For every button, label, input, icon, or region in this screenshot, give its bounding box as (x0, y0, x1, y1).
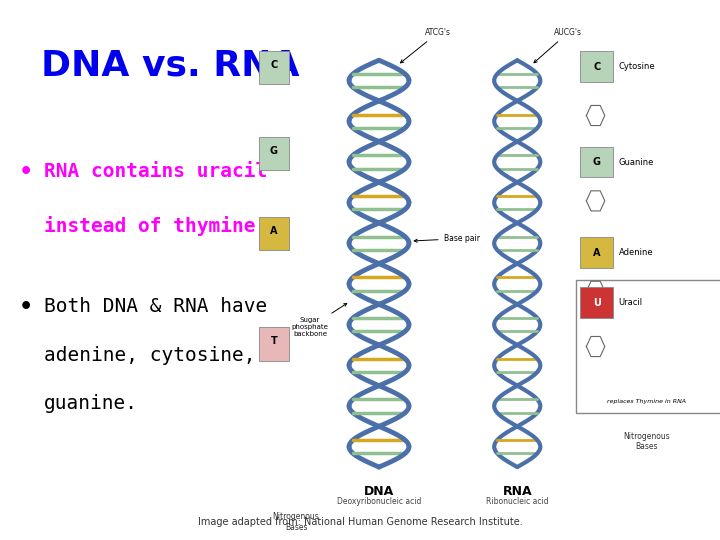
Text: Sugar
phosphate
backbone: Sugar phosphate backbone (292, 303, 347, 338)
FancyBboxPatch shape (580, 287, 613, 318)
Text: instead of thymine.: instead of thymine. (44, 216, 267, 236)
Text: G: G (593, 157, 600, 167)
Text: Adenine: Adenine (618, 248, 653, 257)
Text: A: A (593, 248, 600, 258)
Text: replaces Thymine in RNA: replaces Thymine in RNA (607, 399, 685, 404)
Text: Deoxyribonucleic acid: Deoxyribonucleic acid (337, 497, 421, 506)
Text: AUCG's: AUCG's (534, 28, 582, 63)
Text: Image adapted from: National Human Genome Research Institute.: Image adapted from: National Human Genom… (197, 517, 523, 527)
Text: DNA vs. RNA: DNA vs. RNA (41, 49, 300, 83)
Text: Nitrogenous
Bases: Nitrogenous Bases (623, 432, 670, 451)
Text: Cytosine: Cytosine (618, 62, 655, 71)
Text: A: A (270, 226, 278, 236)
FancyBboxPatch shape (258, 327, 289, 361)
FancyBboxPatch shape (576, 280, 720, 413)
Text: DNA: DNA (364, 484, 394, 498)
Text: U: U (593, 298, 600, 308)
Text: T: T (271, 336, 277, 347)
Text: Ribonucleic acid: Ribonucleic acid (486, 497, 549, 506)
Text: •: • (19, 297, 33, 317)
Text: Base pair: Base pair (414, 234, 480, 243)
Text: ATCG's: ATCG's (400, 28, 451, 63)
Text: RNA: RNA (503, 484, 532, 498)
FancyBboxPatch shape (580, 147, 613, 177)
FancyBboxPatch shape (258, 51, 289, 84)
Text: RNA contains uracil: RNA contains uracil (44, 162, 267, 181)
Text: Both DNA & RNA have: Both DNA & RNA have (44, 297, 267, 316)
FancyBboxPatch shape (580, 51, 613, 82)
FancyBboxPatch shape (580, 237, 613, 268)
Text: G: G (270, 146, 278, 156)
Text: adenine, cytosine, &: adenine, cytosine, & (44, 346, 279, 365)
Text: C: C (593, 62, 600, 72)
FancyBboxPatch shape (258, 217, 289, 250)
Text: Guanine: Guanine (618, 158, 654, 167)
FancyBboxPatch shape (258, 137, 289, 170)
Text: •: • (19, 162, 33, 182)
Text: C: C (270, 60, 278, 70)
Text: Nitrogenous
Bases: Nitrogenous Bases (273, 512, 320, 532)
Text: guanine.: guanine. (44, 394, 138, 413)
Text: Uracil: Uracil (618, 298, 643, 307)
